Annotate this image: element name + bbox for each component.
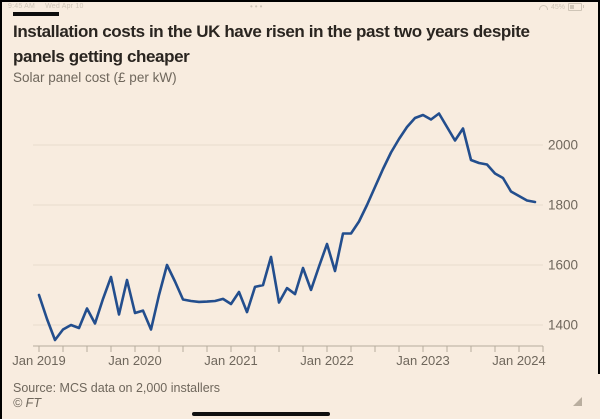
status-center-dots: •••	[250, 2, 265, 11]
status-time: 9:45 AM	[8, 3, 36, 10]
x-tick-label: Jan 2021	[204, 353, 258, 368]
ft-accent-bar	[13, 12, 59, 16]
ft-copyright: © FT	[13, 396, 41, 410]
resize-grip-icon[interactable]	[573, 397, 582, 406]
line-chart: 1400 1600 1800 2000 Jan 2019 Jan 2020 Jan 2021…	[12, 112, 578, 368]
cost-line	[37, 112, 537, 342]
home-indicator-bar[interactable]	[192, 412, 330, 416]
status-bar: 9:45 AM Wed Apr 10 ••• 45%	[0, 2, 600, 12]
y-tick-label: 1400	[548, 318, 578, 333]
y-tick-label: 2000	[548, 138, 578, 153]
chart-title: Installation costs in the UK have risen …	[13, 19, 595, 69]
x-tick-label: Jan 2022	[300, 353, 354, 368]
battery-icon	[568, 3, 584, 11]
right-border	[598, 2, 600, 374]
battery-percent: 45%	[550, 3, 565, 11]
left-border	[0, 2, 2, 419]
status-time-date: 9:45 AM Wed Apr 10	[8, 3, 84, 10]
status-indicators: 45%	[538, 3, 584, 11]
y-tick-label: 1600	[548, 258, 578, 273]
x-tick-label: Jan 2024	[492, 353, 546, 368]
y-tick-label: 1800	[548, 198, 578, 213]
x-tick-label: Jan 2023	[396, 353, 450, 368]
chart-subtitle: Solar panel cost (£ per kW)	[13, 70, 177, 85]
source-note: Source: MCS data on 2,000 installers	[13, 381, 221, 395]
status-date: Wed Apr 10	[45, 3, 84, 10]
chart-title-line1: Installation costs in the UK have risen …	[13, 22, 530, 41]
chart-title-line2: panels getting cheaper	[13, 47, 190, 66]
x-tick-label: Jan 2020	[108, 353, 162, 368]
x-tick-label: Jan 2019	[12, 353, 66, 368]
wifi-icon	[538, 4, 548, 10]
